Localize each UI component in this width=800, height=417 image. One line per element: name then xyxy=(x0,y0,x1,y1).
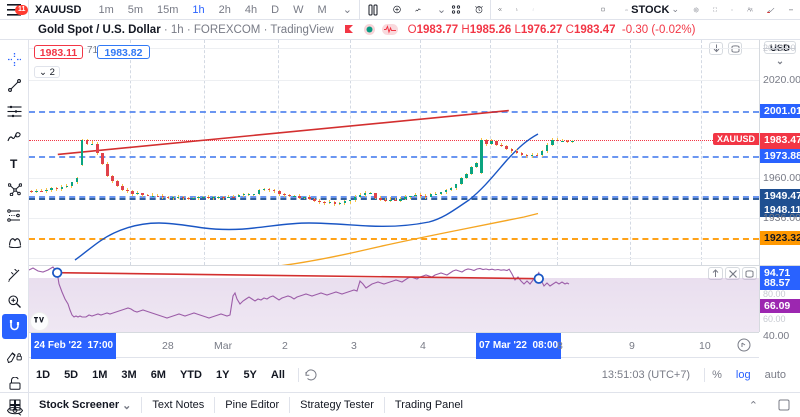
svg-text:T: T xyxy=(10,157,18,170)
